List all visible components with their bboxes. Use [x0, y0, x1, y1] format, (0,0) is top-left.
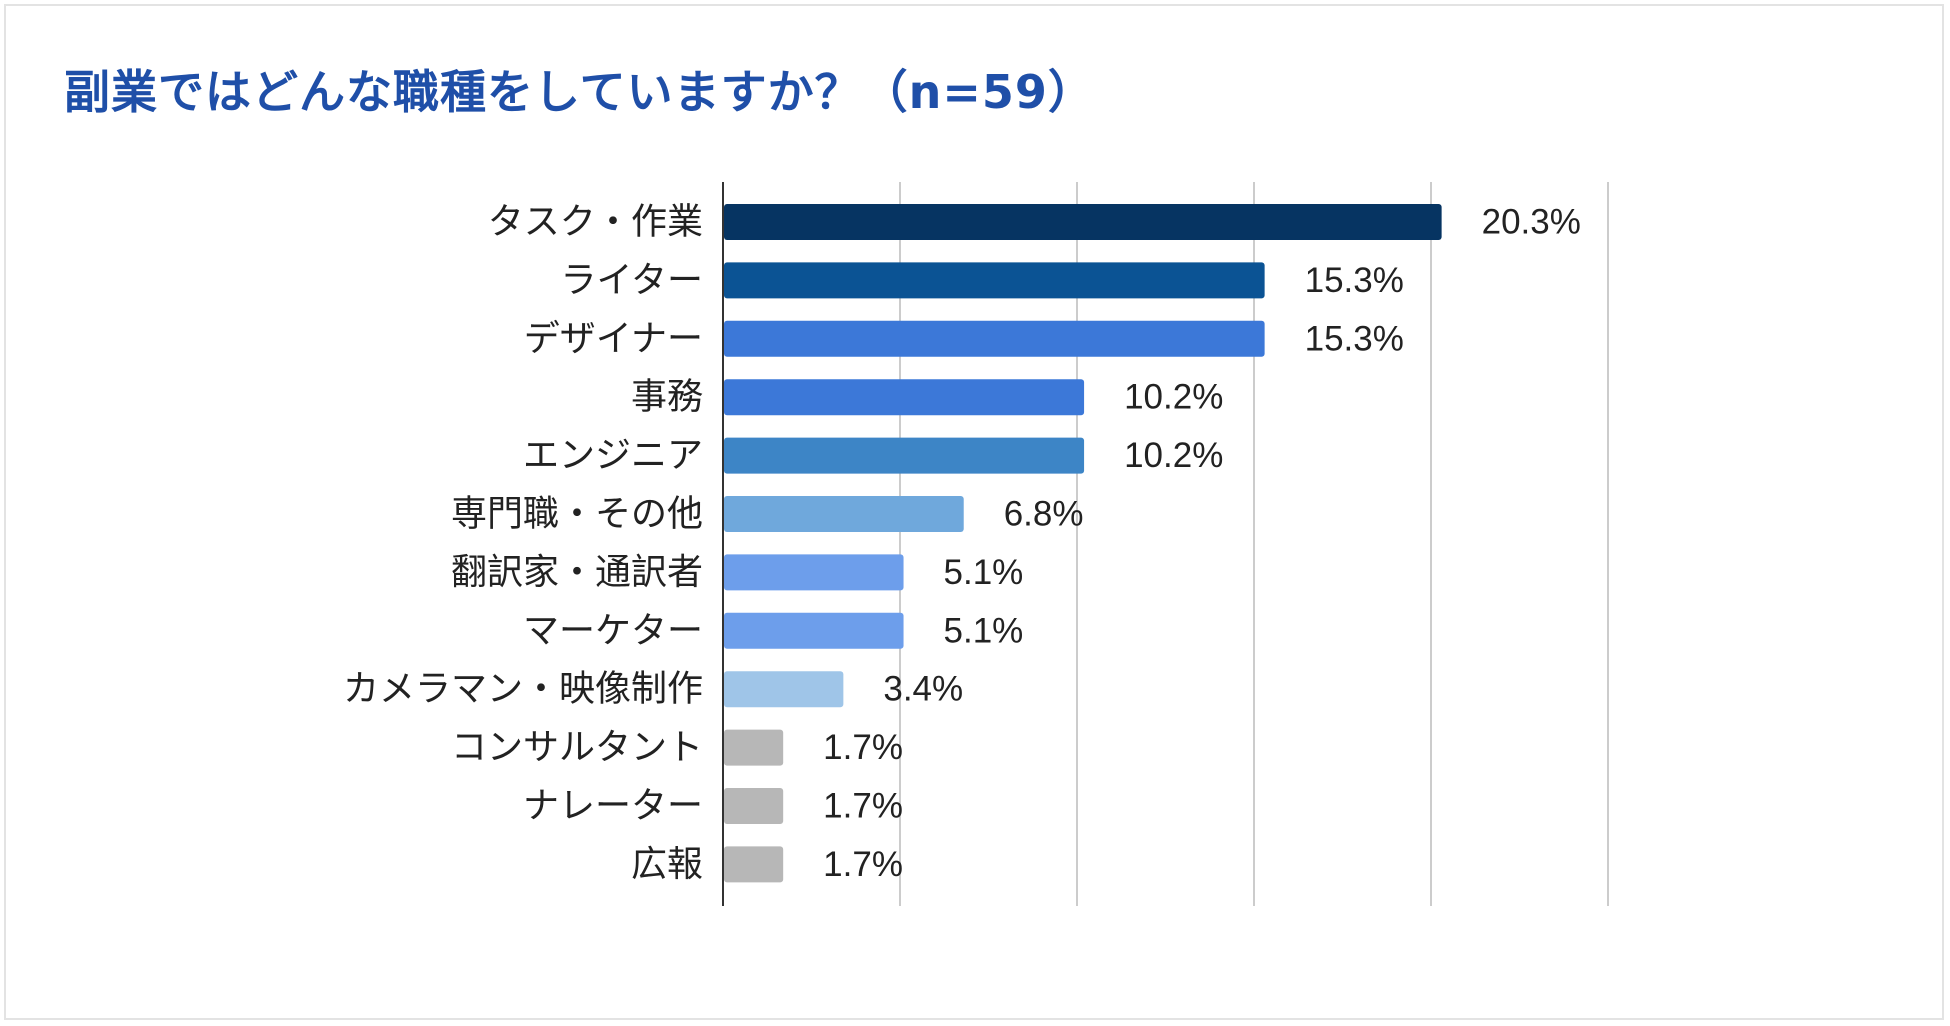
value-label: 1.7%	[823, 787, 903, 826]
value-label: 1.7%	[823, 728, 903, 767]
bar	[724, 846, 784, 883]
bar	[724, 262, 1265, 299]
chart-title: 副業ではどんな職種をしていますか？（n=59）	[64, 65, 1095, 119]
category-label: 翻訳家・通訳者	[451, 552, 703, 593]
value-label: 10.2%	[1124, 378, 1223, 417]
grid-layer	[722, 182, 1609, 906]
value-label: 10.2%	[1124, 436, 1223, 475]
category-label: 専門職・その他	[451, 494, 703, 535]
value-label: 15.3%	[1305, 319, 1404, 358]
value-label: 6.8%	[1004, 495, 1084, 534]
category-label: タスク・作業	[488, 202, 703, 243]
value-label: 15.3%	[1305, 261, 1404, 300]
value-label: 20.3%	[1482, 203, 1581, 242]
value-label: 5.1%	[944, 553, 1024, 592]
category-label: ナレーター	[523, 786, 703, 827]
bar	[724, 204, 1442, 240]
chart-frame	[4, 4, 1944, 1020]
value-label: 3.4%	[883, 670, 963, 709]
bar	[724, 671, 844, 708]
category-label: マーケター	[523, 610, 703, 651]
value-label: 5.1%	[944, 611, 1024, 650]
bar	[724, 320, 1265, 357]
category-label: デザイナー	[524, 318, 703, 359]
value-label: 1.7%	[823, 845, 903, 884]
bar	[724, 496, 964, 532]
bar	[724, 612, 904, 649]
category-label: ライター	[560, 260, 703, 301]
category-label: 広報	[631, 844, 703, 885]
category-label: エンジニア	[523, 435, 703, 476]
bar	[724, 554, 904, 591]
label-layer: タスク・作業 20.3% ライター 15.3% デザイナー 15.3% 事務 10.2% エンジ…	[343, 202, 1581, 885]
category-label: カメラマン・映像制作	[343, 669, 703, 710]
category-label: コンサルタント	[451, 727, 703, 768]
bar	[724, 379, 1085, 416]
bar	[724, 437, 1085, 474]
bar	[724, 729, 784, 766]
bar	[724, 788, 784, 824]
bar-layer	[724, 204, 1442, 883]
category-label: 事務	[631, 377, 703, 418]
